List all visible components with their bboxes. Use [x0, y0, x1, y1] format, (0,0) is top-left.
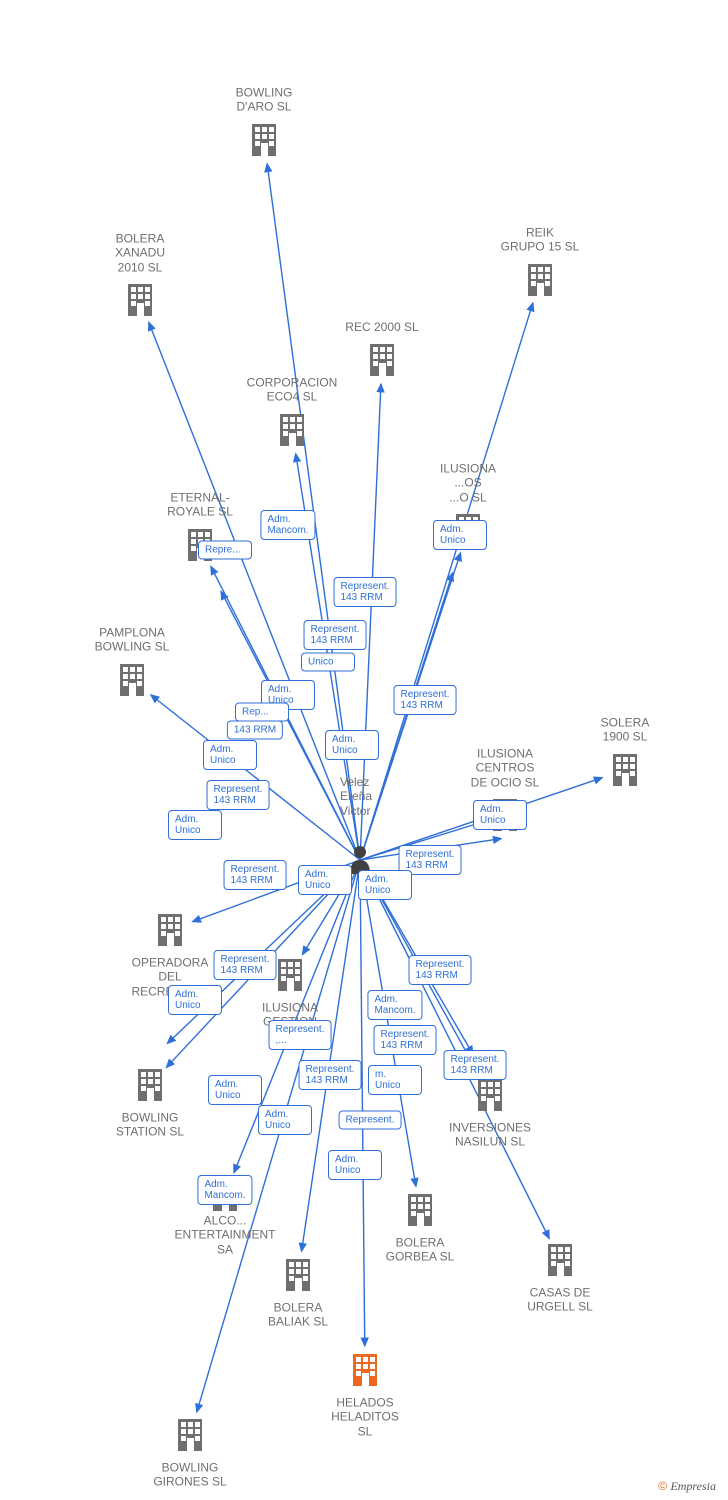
company-label: BOWLING STATION SL: [90, 1111, 210, 1140]
edge-label: Unico: [301, 653, 355, 672]
company-node[interactable]: HELADOS HELADITOS SL: [305, 1391, 425, 1438]
company-label: INVERSIONES NASILUN SL: [430, 1121, 550, 1150]
edge-label: Represent. 143 RRM: [214, 950, 277, 980]
edge-line: [302, 860, 360, 1251]
edge-label: Adm. Unico: [473, 800, 527, 830]
company-label: HELADOS HELADITOS SL: [305, 1395, 425, 1438]
edge-label: Adm. Mancom.: [260, 510, 315, 540]
company-node[interactable]: BOWLING STATION SL: [90, 1107, 210, 1140]
company-node[interactable]: ETERNAL- ROYALE SL: [140, 491, 260, 524]
company-label: CORPORACION ECO4 SL: [232, 376, 352, 405]
edge-label: Adm. Mancom.: [197, 1175, 252, 1205]
copyright-brand: Empresia: [670, 1479, 716, 1493]
edge-label: Adm. Unico: [203, 740, 257, 770]
company-node[interactable]: PAMPLONA BOWLING SL: [72, 626, 192, 659]
edge-label: Repre...: [198, 541, 252, 560]
company-label: PAMPLONA BOWLING SL: [72, 626, 192, 655]
edge-label: Represent. 143 RRM: [224, 860, 287, 890]
building-icon[interactable]: [120, 664, 144, 696]
company-node[interactable]: BOWLING GIRONES SL: [130, 1457, 250, 1490]
edge-label: m. Unico: [368, 1065, 422, 1095]
company-label: BOWLING D'ARO SL: [204, 86, 324, 115]
edge-label: Represent.: [339, 1111, 402, 1130]
edge-label: Represent. 143 RRM: [409, 955, 472, 985]
company-label: CASAS DE URGELL SL: [500, 1286, 620, 1315]
edge-label: Represent. 143 RRM: [334, 577, 397, 607]
building-icon[interactable]: [353, 1354, 377, 1386]
edge-label: 143 RRM: [227, 721, 283, 740]
edge-label: Adm. Unico: [258, 1105, 312, 1135]
company-node[interactable]: ALCO... ENTERTAINMENT SA: [165, 1209, 285, 1256]
company-node[interactable]: CORPORACION ECO4 SL: [232, 376, 352, 409]
edge-label: Adm. Mancom.: [367, 990, 422, 1020]
edge-label: Adm. Unico: [168, 985, 222, 1015]
company-node[interactable]: SOLERA 1900 SL: [565, 716, 685, 749]
building-icon[interactable]: [158, 914, 182, 946]
edge-label: Adm. Unico: [358, 870, 412, 900]
company-label: ILUSIONA CENTROS DE OCIO SL: [445, 746, 565, 789]
company-node[interactable]: BOLERA XANADU 2010 SL: [80, 231, 200, 278]
edge-label: Adm. Unico: [168, 810, 222, 840]
building-icon[interactable]: [128, 284, 152, 316]
building-icon[interactable]: [178, 1419, 202, 1451]
edge-label: Represent. 143 RRM: [374, 1025, 437, 1055]
company-label: ETERNAL- ROYALE SL: [140, 491, 260, 520]
edge-label: Adm. Unico: [328, 1150, 382, 1180]
edge-label: Rep...: [235, 703, 289, 722]
company-node[interactable]: BOLERA BALIAK SL: [238, 1297, 358, 1330]
building-icon[interactable]: [252, 124, 276, 156]
building-icon[interactable]: [613, 754, 637, 786]
edge-line: [360, 573, 453, 860]
company-label: BOWLING GIRONES SL: [130, 1461, 250, 1490]
center-person-label: Velez Ereña Victor: [340, 775, 372, 818]
building-icon[interactable]: [548, 1244, 572, 1276]
company-node[interactable]: INVERSIONES NASILUN SL: [430, 1117, 550, 1150]
company-label: BOLERA BALIAK SL: [238, 1301, 358, 1330]
copyright-symbol: ©: [658, 1479, 667, 1493]
company-label: BOLERA XANADU 2010 SL: [80, 231, 200, 274]
company-label: REIK GRUPO 15 SL: [480, 226, 600, 255]
company-label: ILUSIONA ...OS ...O SL: [408, 461, 528, 504]
building-icon[interactable]: [408, 1194, 432, 1226]
company-node[interactable]: BOWLING D'ARO SL: [204, 86, 324, 119]
building-icon[interactable]: [278, 959, 302, 991]
company-node[interactable]: REIK GRUPO 15 SL: [480, 226, 600, 259]
company-label: REC 2000 SL: [322, 320, 442, 334]
edge-label: Represent. ,...: [269, 1020, 332, 1050]
company-node[interactable]: ILUSIONA CENTROS DE OCIO SL: [445, 746, 565, 793]
company-node[interactable]: ILUSIONA ...OS ...O SL: [408, 461, 528, 508]
building-icon[interactable]: [370, 344, 394, 376]
company-node[interactable]: CASAS DE URGELL SL: [500, 1282, 620, 1315]
edge-label: Adm. Unico: [298, 865, 352, 895]
company-node[interactable]: REC 2000 SL: [322, 320, 442, 338]
company-node[interactable]: BOLERA GORBEA SL: [360, 1232, 480, 1265]
building-icon[interactable]: [286, 1259, 310, 1291]
edge-label: Represent. 143 RRM: [444, 1050, 507, 1080]
edge-label: Represent. 143 RRM: [299, 1060, 362, 1090]
edge-label: Adm. Unico: [208, 1075, 262, 1105]
building-icon[interactable]: [138, 1069, 162, 1101]
company-label: BOLERA GORBEA SL: [360, 1236, 480, 1265]
building-icon[interactable]: [478, 1079, 502, 1111]
edge-line: [360, 860, 365, 1346]
edge-label: Represent. 143 RRM: [394, 685, 457, 715]
company-label: SOLERA 1900 SL: [565, 716, 685, 745]
edge-label: Represent. 143 RRM: [304, 620, 367, 650]
building-icon[interactable]: [528, 264, 552, 296]
building-icon[interactable]: [280, 414, 304, 446]
edge-label: Represent. 143 RRM: [207, 780, 270, 810]
company-label: ALCO... ENTERTAINMENT SA: [165, 1213, 285, 1256]
edge-label: Adm. Unico: [433, 520, 487, 550]
edge-label: Adm. Unico: [325, 730, 379, 760]
copyright: © Empresia: [658, 1479, 716, 1494]
